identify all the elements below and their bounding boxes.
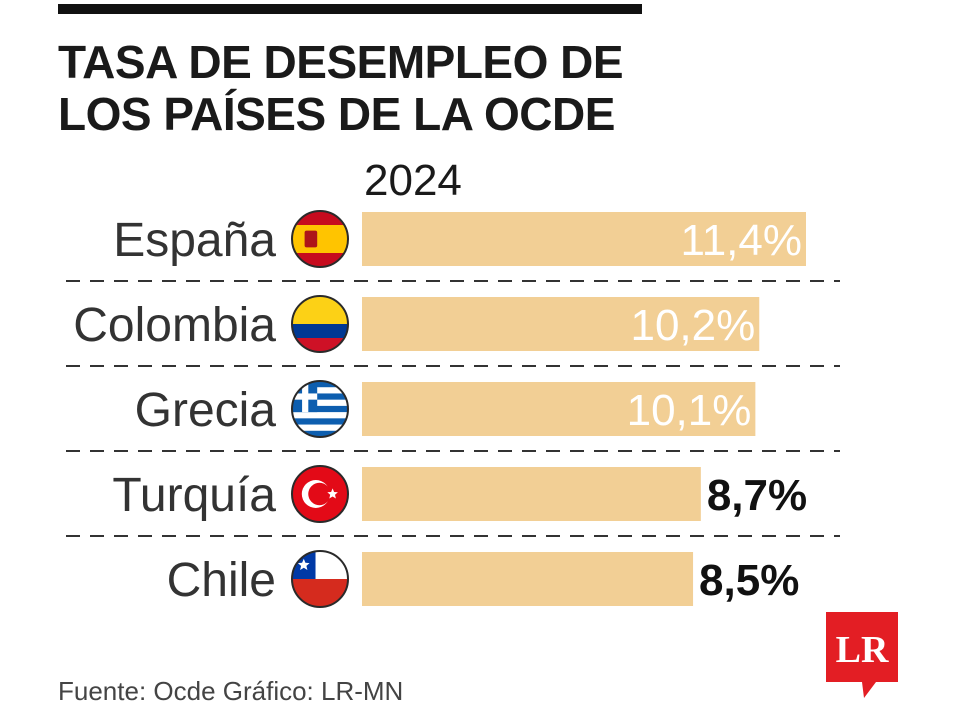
colombia-flag-icon [291, 295, 349, 353]
category-label: España [113, 214, 276, 267]
bar-row: España 11,4% [113, 210, 806, 268]
chart-title: TASA DE DESEMPLEO DE LOS PAÍSES DE LA OC… [58, 36, 624, 140]
category-label: Colombia [73, 299, 276, 352]
bar [362, 297, 760, 351]
bar [362, 382, 756, 436]
bar-row: Grecia 10,1% [135, 380, 756, 438]
source-note: Fuente: Ocde Gráfico: LR-MN [58, 676, 404, 706]
category-label: Grecia [135, 384, 277, 437]
bar [362, 467, 701, 521]
category-label: Turquía [112, 469, 276, 522]
turkey-flag-icon [291, 465, 349, 523]
greece-flag-icon [291, 380, 349, 438]
value-label: 8,5% [699, 556, 799, 605]
category-label: Chile [167, 554, 276, 607]
bar [362, 552, 694, 606]
lr-logo-text: LR [836, 629, 889, 671]
lr-logo-badge [826, 612, 898, 698]
value-label: 8,7% [707, 471, 807, 520]
lr-logo: LR [826, 612, 898, 698]
value-label: 10,2% [630, 301, 755, 350]
chile-flag-icon [291, 550, 349, 608]
bar-row: Turquía 8,7% [112, 465, 807, 523]
chart-year: 2024 [364, 156, 462, 205]
bar-row: Chile 8,5% [167, 550, 799, 608]
bar [362, 212, 806, 266]
spain-flag-icon [291, 210, 349, 268]
value-label: 11,4% [681, 216, 803, 265]
value-label: 10,1% [627, 386, 752, 435]
top-rule [58, 4, 642, 14]
bar-row: Colombia 10,2% [73, 295, 760, 353]
